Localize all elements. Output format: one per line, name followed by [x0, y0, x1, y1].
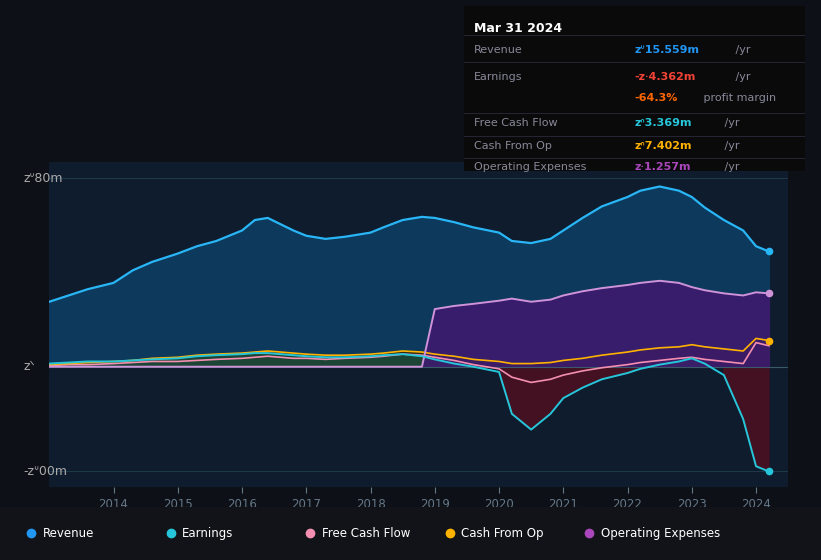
- Text: -zᐡ00m: -zᐡ00m: [24, 465, 67, 478]
- Text: Cash From Op: Cash From Op: [474, 141, 552, 151]
- Text: Free Cash Flow: Free Cash Flow: [474, 118, 557, 128]
- Text: Mar 31 2024: Mar 31 2024: [474, 22, 562, 35]
- Text: Operating Expenses: Operating Expenses: [474, 162, 586, 172]
- Text: zᐠ: zᐠ: [24, 360, 35, 373]
- Text: zᐢ3.369m: zᐢ3.369m: [635, 118, 692, 128]
- Text: Operating Expenses: Operating Expenses: [601, 527, 720, 540]
- Text: Cash From Op: Cash From Op: [461, 527, 544, 540]
- Text: Free Cash Flow: Free Cash Flow: [322, 527, 410, 540]
- Text: Revenue: Revenue: [43, 527, 94, 540]
- Text: zᐧ1.257m: zᐧ1.257m: [635, 162, 690, 172]
- Text: /yr: /yr: [722, 118, 740, 128]
- Text: /yr: /yr: [732, 45, 751, 55]
- Text: Earnings: Earnings: [474, 72, 523, 82]
- Text: /yr: /yr: [732, 72, 751, 82]
- Text: Revenue: Revenue: [474, 45, 523, 55]
- Text: -zᐧ4.362m: -zᐧ4.362m: [635, 72, 695, 82]
- Text: Earnings: Earnings: [182, 527, 234, 540]
- Text: -64.3%: -64.3%: [635, 93, 677, 103]
- Text: zᐡ15.559m: zᐡ15.559m: [635, 45, 699, 55]
- Text: profit margin: profit margin: [699, 93, 776, 103]
- Text: zᐢ7.402m: zᐢ7.402m: [635, 141, 692, 151]
- Text: /yr: /yr: [722, 162, 740, 172]
- Text: zᐡ80m: zᐡ80m: [24, 171, 63, 185]
- Text: /yr: /yr: [722, 141, 740, 151]
